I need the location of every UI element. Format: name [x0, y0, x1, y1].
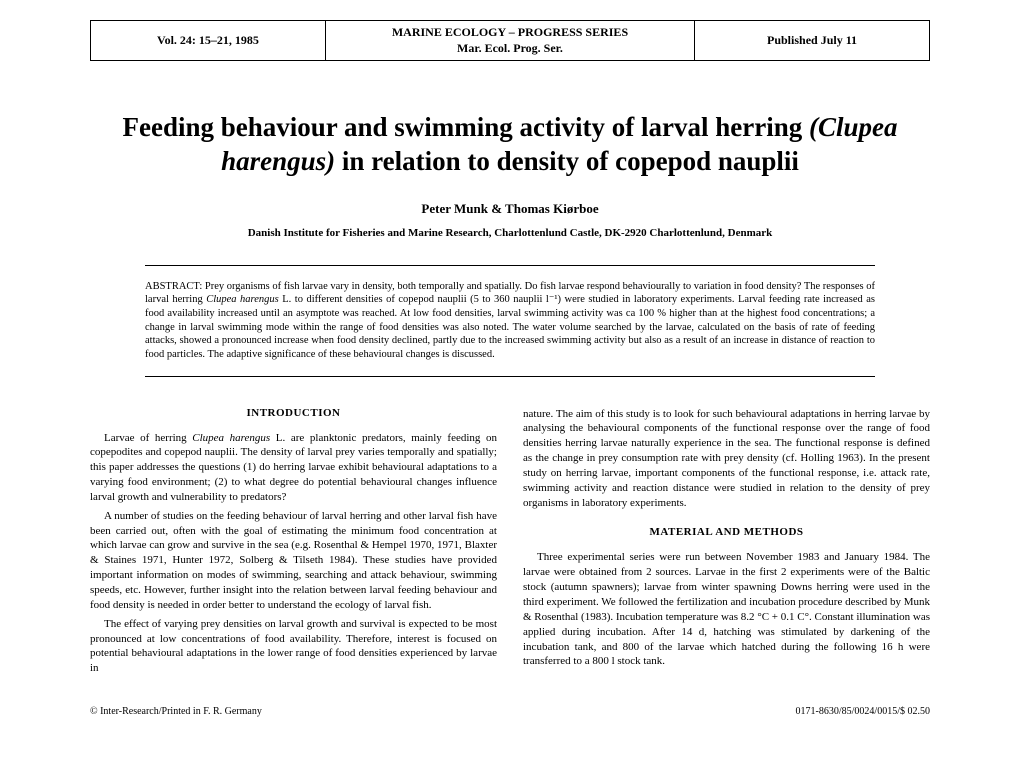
abstract-label: ABSTRACT:	[145, 281, 205, 292]
intro-paragraph-4: nature. The aim of this study is to look…	[523, 407, 930, 511]
published-cell: Published July 11	[695, 21, 930, 61]
authors: Peter Munk & Thomas Kiørboe	[90, 201, 930, 217]
intro-paragraph-1: Larvae of herring Clupea harengus L. are…	[90, 431, 497, 505]
methods-heading: MATERIAL AND METHODS	[523, 526, 930, 538]
series-line1: MARINE ECOLOGY – PROGRESS SERIES	[392, 25, 628, 39]
abstract-rule-top	[145, 265, 875, 266]
footer-right: 0171-8630/85/0024/0015/$ 02.50	[796, 706, 930, 717]
series-line2: Mar. Ecol. Prog. Ser.	[457, 41, 563, 55]
right-column: nature. The aim of this study is to look…	[523, 407, 930, 681]
page-footer: © Inter-Research/Printed in F. R. German…	[90, 706, 930, 717]
abstract-rule-bottom	[145, 376, 875, 377]
intro-p1-pre: Larvae of herring	[104, 432, 192, 444]
left-column: INTRODUCTION Larvae of herring Clupea ha…	[90, 407, 497, 681]
volume-cell: Vol. 24: 15–21, 1985	[91, 21, 326, 61]
abstract-species: Clupea harengus	[206, 294, 279, 305]
series-cell: MARINE ECOLOGY – PROGRESS SERIES Mar. Ec…	[325, 21, 694, 61]
footer-left: © Inter-Research/Printed in F. R. German…	[90, 706, 262, 717]
abstract-box: ABSTRACT: Prey organisms of fish larvae …	[145, 265, 875, 377]
abstract-text: ABSTRACT: Prey organisms of fish larvae …	[145, 280, 875, 362]
body-columns: INTRODUCTION Larvae of herring Clupea ha…	[90, 407, 930, 681]
introduction-heading: INTRODUCTION	[90, 407, 497, 419]
methods-paragraph-1: Three experimental series were run betwe…	[523, 550, 930, 669]
title-part1: Feeding behaviour and swimming activity …	[122, 112, 809, 142]
journal-header-table: Vol. 24: 15–21, 1985 MARINE ECOLOGY – PR…	[90, 20, 930, 61]
title-part2: in relation to density of copepod naupli…	[335, 146, 799, 176]
intro-p1-species: Clupea harengus	[192, 432, 270, 444]
intro-paragraph-3: The effect of varying prey densities on …	[90, 617, 497, 676]
intro-paragraph-2: A number of studies on the feeding behav…	[90, 509, 497, 613]
paper-title: Feeding behaviour and swimming activity …	[90, 111, 930, 179]
affiliation: Danish Institute for Fisheries and Marin…	[90, 227, 930, 239]
